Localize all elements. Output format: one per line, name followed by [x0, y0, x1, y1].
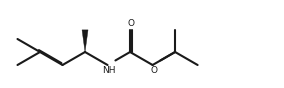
Text: O: O [150, 66, 157, 75]
Text: O: O [128, 19, 135, 28]
Text: NH: NH [102, 66, 115, 75]
Polygon shape [82, 30, 88, 52]
